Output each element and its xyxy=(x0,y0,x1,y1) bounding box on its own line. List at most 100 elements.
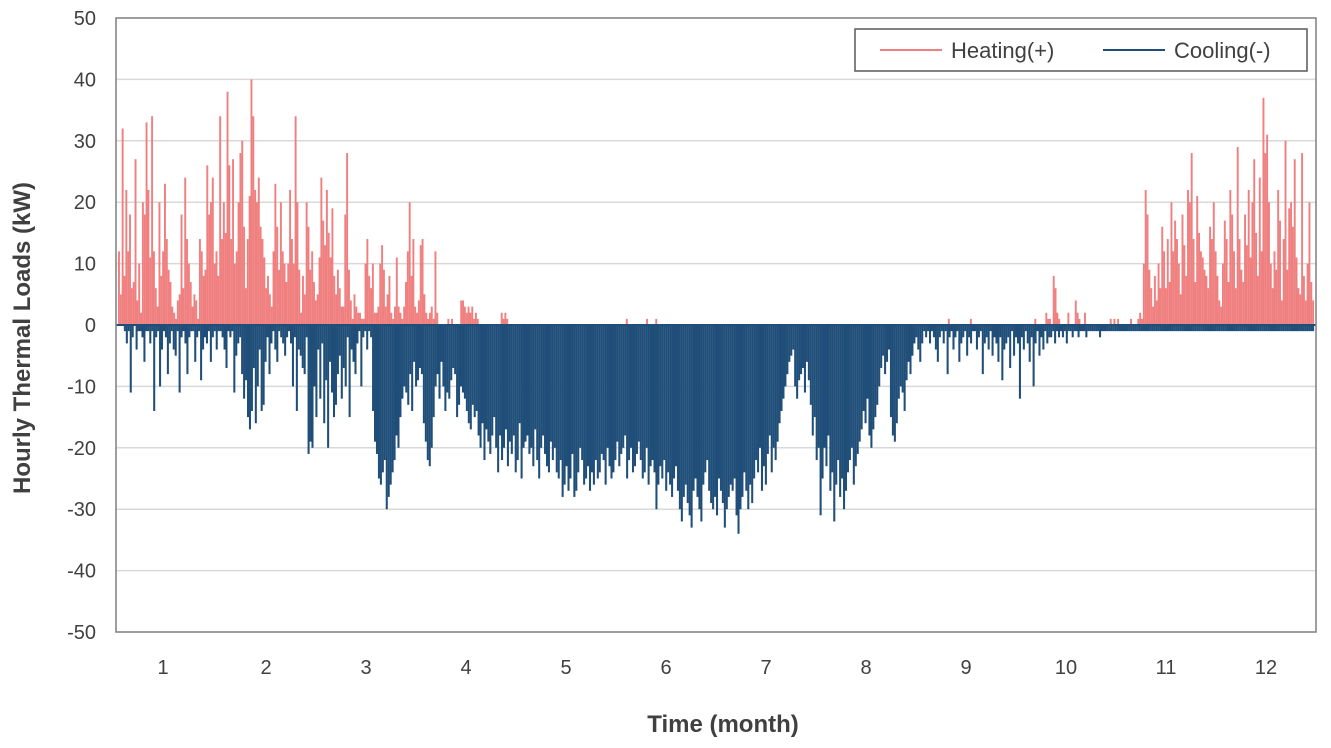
heating-bar xyxy=(210,202,212,325)
cooling-bar xyxy=(1220,325,1223,332)
cooling-bar xyxy=(299,325,302,356)
cooling-bar xyxy=(1085,325,1088,338)
cooling-bar xyxy=(379,325,382,485)
cooling-bar xyxy=(1257,325,1260,332)
cooling-bar xyxy=(413,325,416,362)
heating-bar xyxy=(222,202,225,325)
cooling-bar xyxy=(862,325,865,411)
heating-bar xyxy=(375,312,378,325)
cooling-bar xyxy=(975,325,978,350)
cooling-bar xyxy=(518,325,521,424)
cooling-bar xyxy=(381,325,384,473)
cooling-bar xyxy=(940,325,943,332)
heating-bar xyxy=(500,312,503,325)
cooling-bar xyxy=(1214,325,1217,332)
heating-bar xyxy=(189,282,192,325)
heating-bar xyxy=(1223,220,1226,325)
heating-bar xyxy=(250,79,253,326)
heating-bar xyxy=(224,232,227,325)
cooling-bar xyxy=(1163,325,1166,332)
heating-bar xyxy=(476,318,479,325)
cooling-bar xyxy=(807,325,810,381)
heating-bar xyxy=(164,183,166,325)
cooling-bar xyxy=(977,325,980,338)
cooling-bar xyxy=(530,325,533,448)
heating-bar xyxy=(313,282,315,325)
heating-bar xyxy=(314,300,317,325)
heating-bar xyxy=(1260,251,1263,325)
cooling-bar xyxy=(846,325,849,473)
heating-bar xyxy=(412,239,415,325)
heating-bar xyxy=(208,214,211,325)
cooling-bar xyxy=(475,325,478,411)
cooling-bar xyxy=(393,325,396,461)
heating-bar xyxy=(1256,275,1259,325)
cooling-bar xyxy=(719,325,722,491)
heating-bar xyxy=(1172,251,1175,325)
cooling-bar xyxy=(643,325,646,473)
cooling-bar xyxy=(1274,325,1277,332)
cooling-bar xyxy=(708,325,711,491)
cooling-bar xyxy=(329,325,332,362)
cooling-bar xyxy=(753,325,756,479)
heating-bar xyxy=(403,306,406,325)
cooling-bar xyxy=(555,325,558,473)
cooling-bar xyxy=(1298,325,1301,332)
cooling-bar xyxy=(758,325,762,448)
heating-bar xyxy=(298,269,301,325)
cooling-bar xyxy=(692,325,695,491)
cooling-bar xyxy=(532,325,535,467)
heating-bar xyxy=(462,300,465,325)
heating-bar xyxy=(1117,318,1120,325)
cooling-bar xyxy=(569,325,572,479)
heating-bar xyxy=(351,318,354,325)
cooling-bar xyxy=(458,325,461,405)
cooling-bar xyxy=(911,325,914,356)
heating-bar xyxy=(406,251,409,325)
cooling-bar xyxy=(1245,325,1248,332)
cooling-bar xyxy=(270,325,273,344)
x-tick-label: 7 xyxy=(760,657,771,679)
cooling-bar xyxy=(1118,325,1121,332)
cooling-bar xyxy=(174,325,177,356)
cooling-bar xyxy=(162,325,165,332)
cooling-bar xyxy=(245,325,248,381)
cooling-bar xyxy=(252,325,255,368)
cooling-bar xyxy=(1212,325,1215,332)
cooling-bar xyxy=(999,325,1002,338)
heating-bar xyxy=(270,306,273,325)
cooling-bar xyxy=(260,325,263,411)
heating-bar xyxy=(362,318,365,325)
heating-bar xyxy=(307,226,310,325)
heating-bar xyxy=(1234,288,1237,325)
heating-bar xyxy=(1067,312,1070,325)
x-tick-label: 6 xyxy=(660,657,671,679)
cooling-bar xyxy=(1138,325,1141,332)
heating-bar xyxy=(1258,177,1261,325)
heating-bar xyxy=(1139,312,1142,325)
cooling-bar xyxy=(1255,325,1258,332)
heating-bar xyxy=(1199,251,1202,325)
cooling-bar xyxy=(844,325,848,491)
heating-bar xyxy=(1188,202,1191,325)
heating-bar xyxy=(333,275,336,325)
cooling-bar xyxy=(215,325,218,350)
cooling-bar xyxy=(286,325,289,338)
heating-bar xyxy=(331,208,334,325)
cooling-bar xyxy=(311,325,314,448)
cooling-bar xyxy=(418,325,421,368)
heating-bar xyxy=(504,312,507,325)
cooling-bar xyxy=(479,325,482,448)
cooling-bar xyxy=(587,325,590,467)
x-tick-label: 9 xyxy=(960,657,971,679)
heating-bar xyxy=(248,196,251,325)
cooling-bar xyxy=(405,325,408,393)
cooling-bar xyxy=(1198,325,1201,332)
x-tick-label: 5 xyxy=(560,657,571,679)
cooling-bar xyxy=(1237,325,1240,332)
heating-bar xyxy=(1196,196,1199,325)
cooling-bar xyxy=(153,325,156,411)
heating-bar xyxy=(427,318,430,325)
cooling-bar xyxy=(549,325,552,442)
cooling-bar xyxy=(866,325,869,399)
